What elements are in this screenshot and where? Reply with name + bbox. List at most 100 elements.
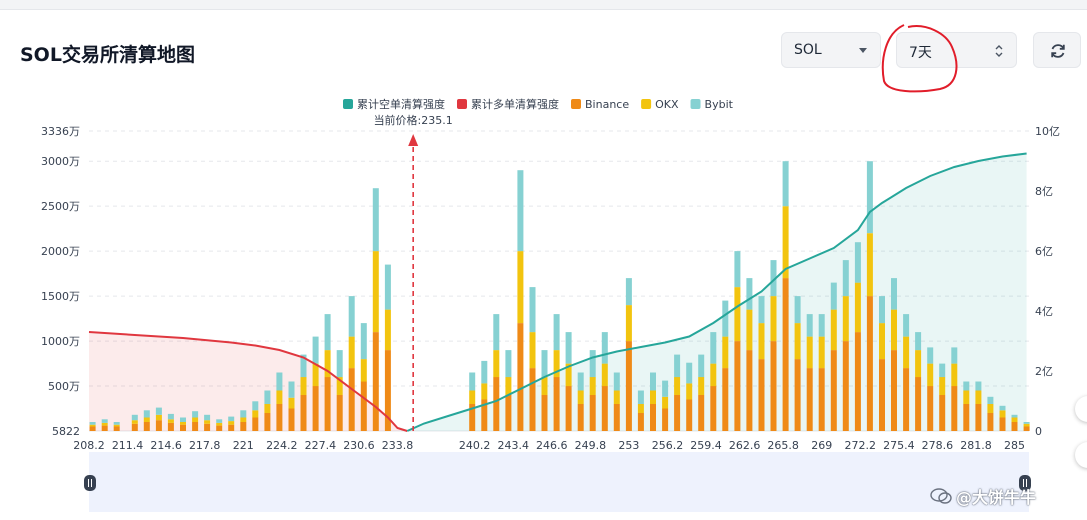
zoom-handle-left[interactable] [84, 475, 96, 491]
bar-binance [216, 425, 223, 431]
bar-binance [167, 422, 174, 431]
bar-bybit [300, 354, 307, 378]
y-left-tick-label: 3000万 [41, 155, 80, 168]
x-tick-label: 221 [233, 439, 254, 452]
bar-okx [324, 350, 331, 378]
x-tick-label: 275.4 [883, 439, 915, 452]
bar-okx [300, 377, 307, 395]
bar-binance [818, 368, 825, 431]
y-right-tick-label: 0 [1035, 425, 1042, 438]
x-tick-label: 217.8 [189, 439, 221, 452]
bar-binance [637, 413, 644, 431]
bar-okx [770, 296, 777, 342]
legend-item-label[interactable]: Bybit [705, 98, 734, 111]
x-tick-label: 285 [1004, 439, 1025, 452]
bar-binance [505, 395, 512, 431]
bar-bybit [999, 405, 1006, 411]
bar-bybit [625, 278, 632, 306]
bar-bybit [577, 372, 584, 391]
legend-swatch [457, 99, 467, 109]
bar-binance [336, 395, 343, 431]
bar-okx [975, 390, 982, 404]
bar-binance [228, 424, 235, 431]
x-tick-label: 243.4 [497, 439, 529, 452]
bar-okx [143, 417, 150, 422]
bar-binance [686, 399, 693, 431]
bar-okx [650, 390, 656, 404]
legend-item-label[interactable]: 累计空单清算强度 [357, 97, 445, 111]
bar-okx [915, 350, 922, 378]
x-tick-label: 253 [618, 439, 639, 452]
x-tick-label: 240.2 [459, 439, 491, 452]
coin-select[interactable]: SOL [781, 32, 881, 68]
bar-okx [601, 363, 608, 387]
bar-bybit [927, 347, 934, 364]
bar-binance [613, 404, 620, 431]
bar-bybit [613, 372, 620, 391]
bar-bybit [553, 314, 560, 351]
bar-bybit [167, 413, 174, 420]
legend-item-label[interactable]: OKX [655, 98, 679, 111]
bar-bybit [180, 417, 186, 422]
bar-binance [192, 422, 199, 431]
bar-bybit [601, 332, 608, 364]
bar-binance [541, 395, 548, 431]
chart-legend: 累计空单清算强度 累计多单清算强度 Binance OKX Bybit [343, 97, 734, 111]
side-scroll-button-bottom[interactable] [1075, 442, 1087, 468]
bar-binance [384, 350, 391, 431]
bar-okx [842, 296, 849, 342]
bar-bybit [915, 332, 922, 351]
x-tick-label: 256.2 [652, 439, 684, 452]
bar-okx [577, 390, 584, 404]
side-scroll-button-top[interactable] [1075, 396, 1087, 422]
x-tick-label: 224.2 [266, 439, 298, 452]
bar-okx [89, 424, 96, 427]
bar-binance [553, 377, 560, 431]
y-right-tick-label: 8亿 [1035, 185, 1053, 198]
bar-binance [625, 341, 632, 431]
bar-okx [625, 305, 632, 342]
x-tick-label: 211.4 [112, 439, 144, 452]
bar-bybit [529, 287, 536, 333]
bar-bybit [204, 414, 211, 421]
bar-okx [794, 323, 801, 360]
bar-bybit [806, 314, 813, 337]
refresh-icon [1051, 44, 1065, 58]
bar-okx [360, 359, 367, 382]
bar-binance [722, 368, 729, 431]
bar-okx [192, 417, 199, 422]
bar-binance [842, 341, 849, 431]
bar-okx [734, 287, 741, 342]
y-right-tick-label: 2亿 [1035, 365, 1053, 378]
bar-okx [662, 396, 669, 409]
bar-bybit [517, 170, 524, 252]
chevron-down-icon [859, 48, 867, 53]
bar-bybit [360, 323, 367, 360]
zoom-handle-right[interactable] [1019, 475, 1031, 491]
legend-swatch [343, 99, 353, 109]
bar-binance [300, 395, 307, 431]
bar-okx [879, 323, 885, 360]
bar-binance [951, 386, 958, 431]
bar-okx [782, 206, 789, 279]
bar-okx [987, 404, 994, 413]
legend-item-label[interactable]: Binance [585, 98, 629, 111]
refresh-button[interactable] [1033, 32, 1081, 68]
bar-binance [927, 386, 934, 431]
bar-bybit [312, 336, 319, 364]
bar-binance [348, 368, 355, 431]
legend-item-label[interactable]: 累计多单清算强度 [471, 97, 559, 111]
bar-bybit [975, 381, 982, 391]
x-tick-label: 262.6 [729, 439, 761, 452]
bar-okx [131, 420, 138, 424]
bar-bybit [113, 422, 120, 425]
bar-okx [336, 377, 343, 395]
bar-okx [372, 251, 379, 332]
bar-bybit [854, 242, 861, 283]
bar-bybit [674, 354, 681, 378]
bar-binance [577, 404, 584, 431]
bar-okx [637, 404, 644, 413]
bar-bybit [794, 296, 801, 324]
zoom-slider-track[interactable] [89, 452, 1029, 512]
bar-okx [252, 410, 259, 418]
